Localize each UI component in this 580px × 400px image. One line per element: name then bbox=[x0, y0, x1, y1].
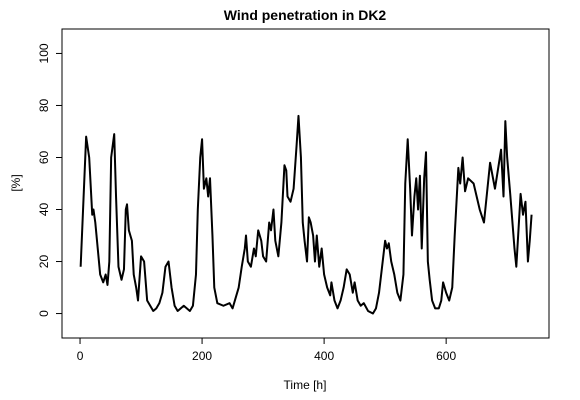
line bbox=[79, 114, 533, 315]
chart-title: Wind penetration in DK2 bbox=[224, 7, 387, 23]
y-tick-label: 20 bbox=[37, 255, 51, 269]
y-tick-label: 100 bbox=[37, 43, 51, 63]
x-tick-label: 600 bbox=[436, 349, 456, 363]
y-tick-label: 80 bbox=[37, 98, 51, 112]
x-axis-label: Time [h] bbox=[284, 378, 327, 392]
x-tick-label: 400 bbox=[314, 349, 334, 363]
y-tick-label: 0 bbox=[37, 310, 51, 317]
y-tick-label: 40 bbox=[37, 203, 51, 217]
plot-box bbox=[61, 28, 550, 339]
x-tick-label: 0 bbox=[77, 349, 84, 363]
y-tick-label: 60 bbox=[37, 150, 51, 164]
x-tick-label: 200 bbox=[192, 349, 212, 363]
y-axis-label: [%] bbox=[9, 174, 23, 191]
